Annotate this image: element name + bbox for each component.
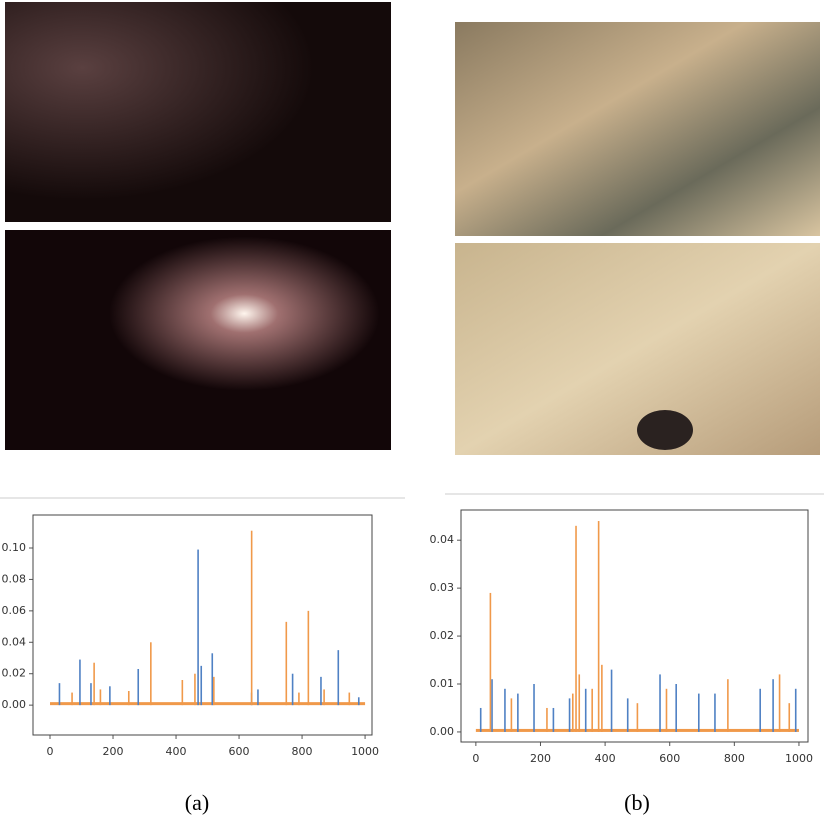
- bar: [286, 622, 288, 705]
- bar: [308, 611, 310, 705]
- bar: [128, 691, 130, 705]
- bar: [637, 703, 639, 732]
- y-tick-label: 0.06: [2, 604, 27, 617]
- bar: [490, 593, 492, 732]
- bar: [323, 689, 325, 705]
- bar: [714, 694, 716, 732]
- bar: [200, 666, 202, 705]
- bar: [93, 663, 95, 705]
- bar: [659, 674, 661, 732]
- figure: (a) (b) 0.00 0.02 0.04 0.06 0.08 0.10 0 200 400 6…: [0, 0, 824, 836]
- bar: [337, 650, 339, 705]
- bar: [591, 689, 593, 732]
- y-tick-label: 0.08: [2, 572, 27, 585]
- bar: [533, 684, 535, 732]
- bar: [137, 669, 139, 705]
- bar: [601, 665, 603, 732]
- bar: [491, 679, 493, 732]
- bar: [511, 698, 513, 732]
- bar: [546, 708, 548, 732]
- bar: [213, 677, 215, 705]
- bar: [349, 693, 351, 706]
- bar: [788, 703, 790, 732]
- image-detail: [637, 410, 693, 450]
- bar: [698, 694, 700, 732]
- bar: [627, 698, 629, 732]
- bar: [71, 693, 73, 706]
- image-panel: [455, 243, 820, 455]
- bar: [779, 674, 781, 732]
- plot-frame: [461, 510, 808, 742]
- x-tick-label: 200: [530, 752, 551, 765]
- bar: [79, 660, 81, 706]
- bar: [795, 689, 797, 732]
- bar: [585, 689, 587, 732]
- x-tick-label: 1000: [351, 745, 379, 758]
- x-tick-label: 200: [103, 745, 124, 758]
- bar: [517, 694, 519, 732]
- bar: [553, 708, 555, 732]
- bar: [504, 689, 506, 732]
- bar: [197, 550, 199, 706]
- x-tick-label: 1000: [785, 752, 813, 765]
- caption: (a): [185, 790, 209, 815]
- bar: [298, 693, 300, 706]
- y-tick-label: 0.00: [2, 698, 27, 711]
- y-tick-label: 0.01: [430, 677, 455, 690]
- bar: [59, 683, 61, 705]
- bar: [358, 697, 360, 705]
- x-tick-label: 400: [166, 745, 187, 758]
- x-tick-label: 0: [472, 752, 479, 765]
- x-tick-label: 0: [47, 745, 54, 758]
- bar: [572, 694, 574, 732]
- bar: [480, 708, 482, 732]
- y-tick-label: 0.02: [2, 667, 27, 680]
- bar: [292, 674, 294, 705]
- bar: [675, 684, 677, 732]
- caption: (b): [624, 790, 650, 815]
- bar: [100, 689, 102, 705]
- bar: [569, 698, 571, 732]
- bar: [90, 683, 92, 705]
- bar: [611, 670, 613, 732]
- bar: [578, 674, 580, 732]
- y-tick-label: 0.04: [2, 635, 27, 648]
- bar: [320, 677, 322, 705]
- x-tick-label: 800: [724, 752, 745, 765]
- bar: [182, 680, 184, 705]
- image-panel: [5, 230, 391, 450]
- bar: [598, 521, 600, 732]
- image-panel: [455, 22, 820, 236]
- x-tick-label: 400: [595, 752, 616, 765]
- y-tick-label: 0.10: [2, 541, 27, 554]
- y-tick-label: 0.00: [430, 725, 455, 738]
- image-panel: [5, 2, 391, 222]
- y-tick-label: 0.03: [430, 581, 455, 594]
- baseline-band: [50, 702, 365, 705]
- bar: [150, 642, 152, 705]
- bar: [257, 689, 259, 705]
- bar: [666, 689, 668, 732]
- bar: [575, 526, 577, 732]
- x-tick-label: 600: [659, 752, 680, 765]
- bar: [109, 686, 111, 705]
- y-tick-label: 0.04: [430, 533, 455, 546]
- x-tick-label: 800: [292, 745, 313, 758]
- bar: [211, 653, 213, 705]
- bar: [727, 679, 729, 732]
- bar: [759, 689, 761, 732]
- y-tick-label: 0.02: [430, 629, 455, 642]
- x-tick-label: 600: [229, 745, 250, 758]
- bar: [772, 679, 774, 732]
- bar: [251, 531, 253, 705]
- bar: [194, 674, 196, 705]
